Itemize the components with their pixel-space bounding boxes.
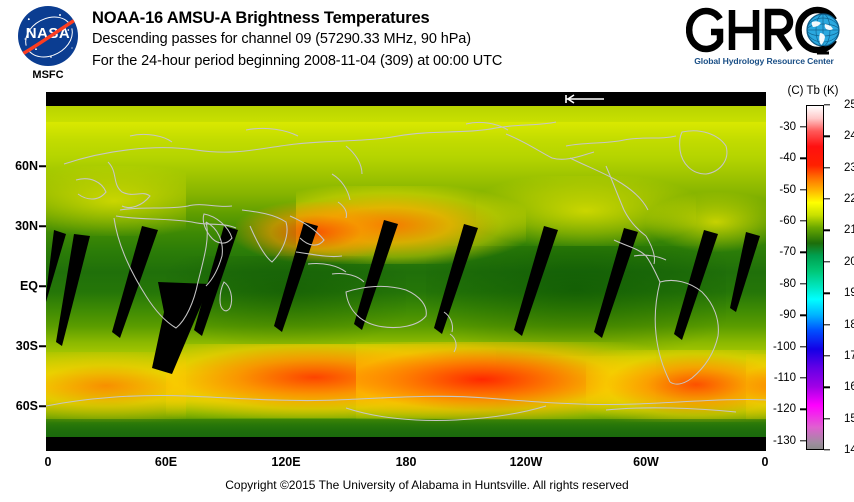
colorbar-kelvin-tick (824, 417, 830, 420)
colorbar-celsius-tick (800, 345, 806, 348)
lon-label-60w: 60W (633, 455, 659, 469)
colorbar-kelvin-tick (824, 292, 830, 294)
colorbar-kelvin-label: 250 (844, 99, 854, 111)
colorbar-kelvin-label: 210 (844, 224, 854, 237)
colorbar-kelvin-tick (824, 135, 830, 138)
colorbar-kelvin-label: 180 (844, 318, 854, 331)
subtitle-channel: Descending passes for channel 09 (57290.… (92, 31, 471, 47)
subtitle-period: For the 24-hour period beginning 2008-11… (92, 53, 503, 69)
lon-label-0e: 0 (761, 455, 769, 469)
lat-label-60n: 60N (15, 159, 38, 173)
colorbar-kelvin-label: 160 (844, 381, 854, 394)
colorbar-celsius-tick (800, 251, 806, 254)
colorbar-celsius-tick (800, 126, 806, 128)
lon-label-60e: 60E (154, 455, 178, 469)
header: NASA MSFC NOAA-16 AMSU-A Brightness Temp… (0, 0, 854, 90)
nasa-logo: NASA MSFC (10, 6, 78, 86)
lat-label-60s: 60S (15, 399, 38, 413)
nasa-center-label: MSFC (32, 69, 64, 81)
copyright-notice: Copyright ©2015 The University of Alabam… (225, 478, 629, 492)
colorbar-celsius-label: -50 (779, 183, 796, 196)
colorbar-celsius-label: -120 (772, 403, 796, 416)
lat-tick-mark (39, 285, 46, 287)
colorbar-header: (C) Tb (K) (787, 85, 839, 97)
colorbar-celsius-label: -100 (772, 340, 796, 353)
colorbar-celsius-label: -40 (779, 152, 796, 165)
colorbar-celsius-tick (800, 157, 806, 160)
colorbar-celsius-label: -130 (772, 434, 796, 447)
colorbar-kelvin-label: 170 (844, 349, 854, 362)
colorbar-kelvin-label: 220 (844, 193, 854, 206)
colorbar-celsius-label: -110 (773, 371, 796, 384)
colorbar-kelvin-tick (824, 198, 830, 200)
colorbar-celsius-tick (800, 220, 806, 222)
latitude-axis: 60N 30N EQ 30S 60S (0, 92, 46, 451)
lon-label-0w: 0 (44, 455, 52, 469)
colorbar-celsius-tick (800, 408, 806, 410)
ghrc-wordmark-icon (686, 6, 840, 55)
colorbar-kelvin-label: 150 (844, 412, 854, 425)
colorbar-celsius-tick (800, 314, 806, 316)
colorbar-celsius-label: -80 (779, 277, 796, 290)
colorbar-kelvin-label: 200 (844, 255, 854, 268)
colorbar-celsius-tick (800, 188, 806, 191)
lat-tick-mark (39, 225, 46, 227)
lat-tick-mark (39, 405, 46, 407)
plot-top-border (46, 92, 766, 106)
colorbar-kelvin-tick (824, 167, 830, 169)
colorbar-gradient (806, 105, 824, 450)
colorbar-kelvin-tick (824, 229, 830, 232)
lat-label-30s: 30S (15, 339, 38, 353)
colorbar-kelvin-tick (824, 386, 830, 388)
colorbar-kelvin-tick (824, 449, 830, 451)
nasa-meatball-icon: NASA (18, 6, 78, 66)
colorbar-celsius-tick (800, 377, 806, 379)
page-title: NOAA-16 AMSU-A Brightness Temperatures (92, 9, 430, 27)
map-plot-area[interactable] (46, 92, 766, 451)
descending-node-marker-icon (565, 94, 604, 104)
lon-label-120w: 120W (509, 455, 543, 469)
colorbar-kelvin-scale: 250 240 230 220 210 200 190 180 170 160 150 140 (824, 99, 854, 456)
lat-tick-mark (39, 345, 46, 347)
colorbar[interactable] (806, 105, 824, 450)
longitude-axis: 0 60E 120E 180 120W 60W 0 (0, 455, 854, 473)
colorbar-celsius-label: -90 (779, 309, 796, 322)
colorbar-kelvin-label: 240 (844, 130, 854, 143)
colorbar-celsius-label: -60 (779, 215, 796, 228)
colorbar-kelvin-label: 190 (844, 287, 854, 300)
colorbar-kelvin-label: 230 (844, 161, 854, 174)
colorbar-kelvin-label: 140 (844, 444, 854, 456)
title-block: NOAA-16 AMSU-A Brightness Temperatures D… (92, 8, 502, 72)
colorbar-kelvin-tick (824, 323, 830, 326)
brightness-temperature-field (46, 106, 766, 437)
colorbar-celsius-scale: -30 -40 -50 -60 -70 -80 -90 -100 -110 -120 -130 (770, 105, 806, 450)
colorbar-kelvin-tick (824, 355, 830, 357)
colorbar-kelvin-tick (824, 261, 830, 263)
ghrc-logo: Global Hydrology Resource Center (686, 2, 846, 78)
lon-label-180: 180 (395, 455, 417, 469)
ghrc-tagline: Global Hydrology Resource Center (694, 56, 834, 66)
lat-label-eq: EQ (19, 279, 38, 293)
coastline-overlay (46, 121, 766, 422)
lat-tick-mark (39, 165, 46, 167)
colorbar-celsius-tick (800, 283, 806, 285)
plot-bottom-border (46, 437, 766, 451)
colorbar-celsius-label: -70 (779, 246, 796, 259)
missing-data-swath-gaps (46, 220, 760, 374)
lon-label-120e: 120E (271, 455, 301, 469)
lat-label-30n: 30N (15, 219, 38, 233)
colorbar-kelvin-tick (824, 104, 830, 106)
nasa-swoosh-icon (18, 15, 78, 58)
colorbar-celsius-tick (800, 439, 806, 442)
colorbar-celsius-label: -30 (779, 120, 796, 133)
